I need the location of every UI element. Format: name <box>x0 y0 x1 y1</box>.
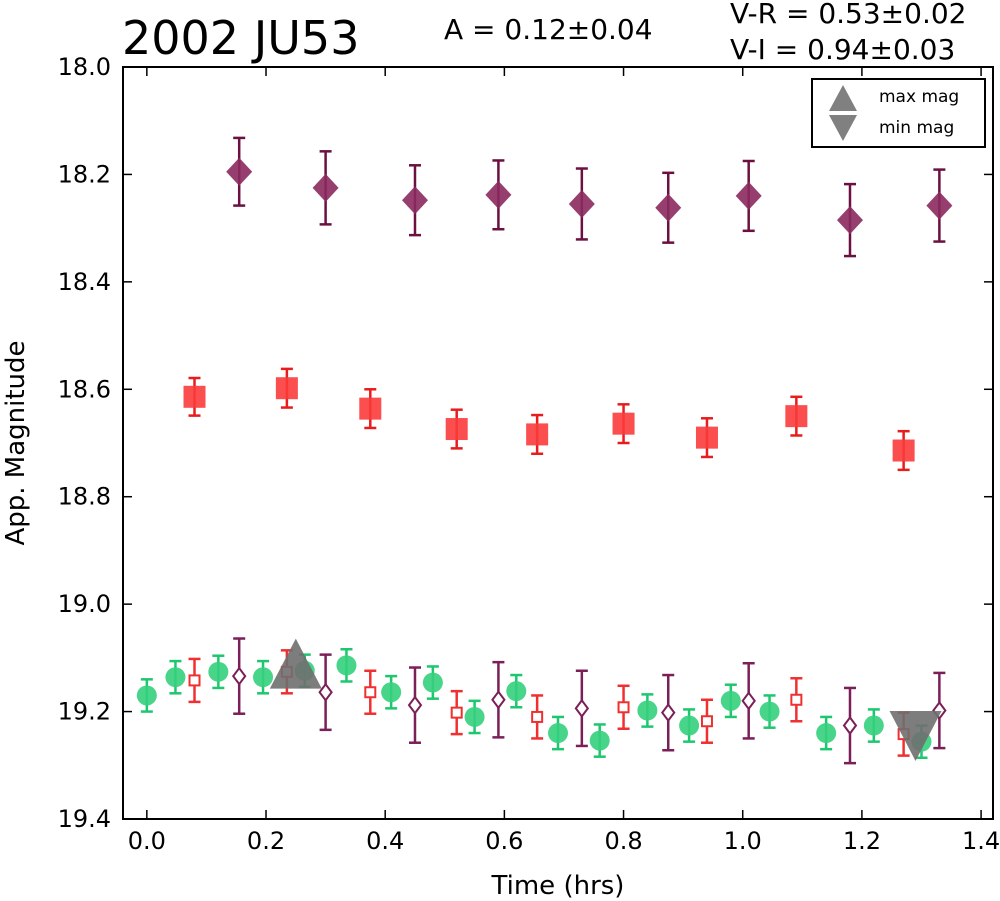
y-tick-label: 18.0 <box>58 53 111 81</box>
data-point <box>445 418 468 441</box>
x-tick-label: 0.6 <box>485 827 523 855</box>
legend-max-mag-marker <box>829 85 857 111</box>
data-point <box>450 706 463 719</box>
min-mag-marker <box>889 711 942 762</box>
series-4 <box>231 637 947 765</box>
data-point <box>407 695 423 715</box>
data-point <box>275 377 298 400</box>
legend-max-mag-label: max mag <box>879 87 959 107</box>
x-tick-label: 1.0 <box>724 827 762 855</box>
x-tick-label: 0.0 <box>128 827 166 855</box>
data-point <box>188 674 201 687</box>
x-tick-label: 0.4 <box>366 827 404 855</box>
y-tick-label: 19.4 <box>58 805 111 833</box>
data-point <box>183 385 206 408</box>
data-point <box>336 655 357 676</box>
data-point <box>785 405 808 428</box>
data-point <box>401 186 428 215</box>
data-point <box>842 715 858 736</box>
data-point <box>836 206 863 235</box>
data-point <box>735 181 762 210</box>
data-point <box>741 691 756 711</box>
x-tick-label: 0.8 <box>604 827 642 855</box>
plot-frame <box>122 66 994 820</box>
data-point <box>568 189 595 218</box>
data-point <box>720 690 741 711</box>
data-point <box>679 715 700 736</box>
data-point <box>531 710 544 723</box>
data-point <box>485 180 512 209</box>
max-mag-marker <box>269 638 322 689</box>
data-point <box>422 672 443 693</box>
data-point <box>226 157 253 186</box>
data-point <box>695 426 718 449</box>
color-index-v-i: V-I = 0.94±0.03 <box>730 33 956 66</box>
color-index-v-r: V-R = 0.53±0.02 <box>730 0 967 30</box>
amplitude-text: A = 0.12±0.04 <box>444 13 653 46</box>
data-point <box>165 667 186 688</box>
data-point <box>231 666 247 686</box>
legend-min-mag-marker <box>829 115 857 141</box>
data-point <box>612 412 635 435</box>
data-point <box>253 667 274 688</box>
data-point <box>617 701 630 714</box>
data-point <box>816 723 837 744</box>
data-point <box>660 702 676 723</box>
data-point <box>637 700 658 721</box>
data-point <box>464 706 485 727</box>
x-tick-label: 0.2 <box>247 827 285 855</box>
data-point <box>208 661 229 682</box>
chart-title: 2002 JU53 <box>122 11 360 65</box>
data-point <box>589 730 610 751</box>
data-point <box>526 423 549 446</box>
data-point <box>926 191 953 220</box>
data-point <box>759 701 780 722</box>
data-point <box>574 698 590 719</box>
data-point <box>655 193 682 222</box>
y-axis-label: App. Magnitude <box>1 340 31 545</box>
series-2 <box>136 648 932 760</box>
data-point <box>892 439 915 462</box>
y-tick-label: 18.8 <box>58 483 111 511</box>
data-point <box>136 685 157 706</box>
y-tick-label: 18.4 <box>58 268 111 296</box>
data-point <box>359 397 382 420</box>
data-point <box>318 682 333 702</box>
data-point <box>312 173 339 202</box>
x-tick-label: 1.2 <box>843 827 881 855</box>
legend: max mag min mag <box>811 78 986 148</box>
data-point <box>364 686 377 699</box>
y-tick-label: 19.2 <box>58 698 111 726</box>
data-marks <box>136 136 953 765</box>
y-tick-label: 18.2 <box>58 160 111 188</box>
data-point <box>381 682 402 703</box>
x-tick-label: 1.4 <box>962 827 1000 855</box>
y-tick-label: 18.6 <box>58 375 111 403</box>
legend-min-mag-label: min mag <box>879 118 954 138</box>
data-point <box>491 690 506 710</box>
x-axis-label: Time (hrs) <box>491 871 625 901</box>
series-0 <box>226 136 953 258</box>
series-1 <box>183 367 915 472</box>
data-point <box>863 715 884 736</box>
axis-ticks: 0.0 0.2 0.4 0.6 0.8 1.0 1.2 1.4 18.0 18.2 18.4 18.6… <box>58 53 1000 855</box>
data-point <box>548 723 568 744</box>
data-point <box>506 681 527 702</box>
data-point <box>790 693 803 706</box>
y-tick-label: 19.0 <box>58 590 111 618</box>
data-point <box>700 715 713 728</box>
